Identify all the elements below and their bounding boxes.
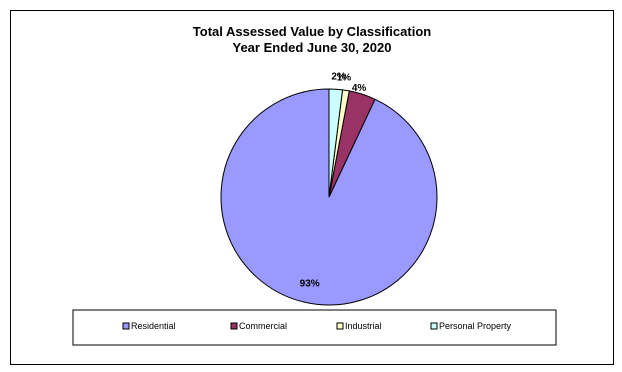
- legend-label-residential: Residential: [131, 321, 176, 331]
- legend-label-personal-property: Personal Property: [439, 321, 512, 331]
- chart-legend: Residential Commercial Industrial Personal …: [72, 309, 557, 346]
- chart-subtitle: Year Ended June 30, 2020: [233, 40, 392, 55]
- chart-frame: Total Assessed Value by Classification Y…: [10, 10, 614, 365]
- legend-box: [72, 309, 557, 346]
- pie-label-personal-property: 2%: [331, 71, 346, 82]
- legend-swatch-residential: [122, 322, 130, 330]
- chart-title: Total Assessed Value by Classification: [193, 24, 431, 39]
- legend-swatch-commercial: [230, 322, 238, 330]
- legend-label-commercial: Commercial: [239, 321, 287, 331]
- legend-swatch-personal-property: [430, 322, 438, 330]
- pie-label-commercial: 4%: [352, 83, 367, 94]
- pie-slice-personal-property: [328, 88, 344, 198]
- legend-label-industrial: Industrial: [345, 321, 382, 331]
- legend-swatch-industrial: [336, 322, 344, 330]
- pie-chart: Total Assessed Value by Classification Y…: [72, 24, 557, 346]
- pie-label-industrial: 1%: [337, 73, 352, 84]
- pie-label-residential: 93%: [300, 278, 320, 289]
- pie-percent-labels: 93% 4%1%2%: [300, 71, 367, 289]
- pie-slices: [220, 88, 438, 306]
